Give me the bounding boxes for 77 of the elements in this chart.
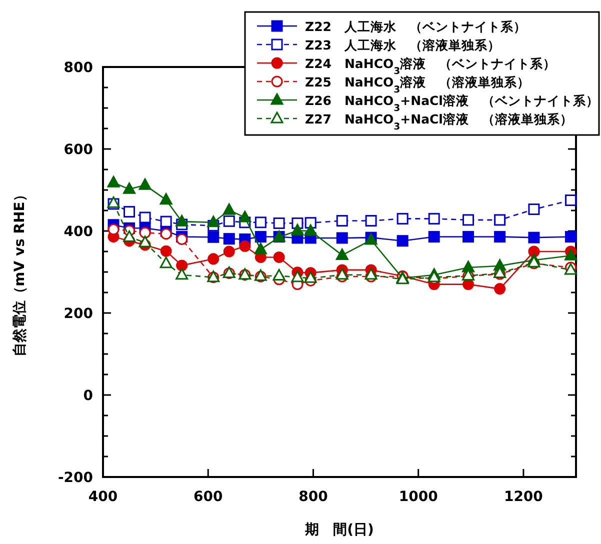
point bbox=[139, 212, 151, 224]
y-axis-title: 自然電位（mV vs RHE） bbox=[12, 188, 28, 356]
legend-label: Z22 人工海水 （ベントナイト系） bbox=[305, 19, 526, 34]
point bbox=[564, 230, 576, 242]
point bbox=[291, 270, 304, 282]
point bbox=[160, 228, 172, 240]
point bbox=[494, 214, 506, 226]
y-tick-label: 200 bbox=[64, 306, 94, 322]
y-tick-label: -200 bbox=[58, 470, 94, 486]
point bbox=[273, 251, 285, 263]
point bbox=[273, 217, 285, 229]
point bbox=[428, 212, 440, 224]
point bbox=[528, 232, 540, 244]
point bbox=[160, 193, 172, 205]
point bbox=[364, 268, 378, 280]
point bbox=[139, 226, 151, 238]
y-tick-label: 0 bbox=[83, 388, 94, 404]
point bbox=[223, 215, 235, 227]
point bbox=[462, 214, 474, 226]
point bbox=[222, 203, 236, 215]
point bbox=[223, 233, 235, 245]
point bbox=[528, 204, 540, 216]
point bbox=[254, 242, 267, 254]
legend-label: Z27 NaHCO$_{3}$+NaCl溶液 （溶液単独系） bbox=[305, 112, 573, 132]
point bbox=[208, 253, 220, 265]
legend-label: Z23 人工海水 （溶液単独系） bbox=[305, 38, 500, 52]
point bbox=[291, 224, 304, 236]
y-tick-label: 600 bbox=[64, 142, 94, 158]
x-tick-label: 1200 bbox=[504, 489, 544, 505]
x-axis-title: 期 間(日) bbox=[304, 522, 374, 538]
legend-label: Z25 NaHCO$_{3}$溶液 （溶液単独系） bbox=[305, 74, 530, 95]
point bbox=[494, 230, 506, 242]
point bbox=[176, 233, 188, 245]
point bbox=[160, 256, 172, 268]
point bbox=[123, 230, 136, 242]
x-tick-label: 800 bbox=[298, 489, 328, 505]
point bbox=[223, 246, 235, 258]
point bbox=[528, 246, 540, 258]
point bbox=[564, 248, 577, 260]
point bbox=[336, 232, 348, 244]
point bbox=[176, 268, 188, 280]
point bbox=[428, 230, 440, 242]
point bbox=[176, 214, 188, 226]
point bbox=[138, 178, 152, 190]
point bbox=[254, 230, 266, 242]
point bbox=[564, 194, 576, 206]
point bbox=[123, 182, 136, 194]
point bbox=[176, 260, 188, 272]
point bbox=[124, 206, 136, 218]
legend-label: Z24 NaHCO$_{3}$溶液 （ベントナイト系） bbox=[305, 56, 556, 76]
point bbox=[336, 215, 348, 226]
y-tick-label: 400 bbox=[64, 224, 94, 240]
point bbox=[108, 224, 120, 236]
point bbox=[462, 230, 474, 242]
point bbox=[304, 224, 317, 236]
point bbox=[107, 176, 120, 188]
point bbox=[208, 231, 220, 243]
point bbox=[304, 271, 317, 283]
point bbox=[336, 248, 348, 260]
point bbox=[239, 240, 251, 252]
x-tick-label: 1000 bbox=[398, 489, 438, 505]
point bbox=[396, 212, 408, 224]
legend-label: Z26 NaHCO$_{3}$+NaCl溶液 （ベントナイト系） bbox=[305, 93, 599, 114]
point bbox=[272, 268, 286, 280]
point bbox=[238, 210, 252, 222]
point bbox=[254, 216, 266, 228]
point bbox=[365, 215, 377, 226]
point bbox=[207, 216, 220, 228]
y-tick-label: 800 bbox=[64, 60, 94, 76]
point bbox=[494, 283, 506, 295]
x-tick-label: 400 bbox=[88, 489, 118, 505]
x-tick-label: 600 bbox=[193, 489, 223, 505]
point bbox=[160, 216, 172, 228]
point bbox=[396, 235, 408, 247]
point bbox=[336, 268, 348, 280]
point bbox=[160, 245, 172, 257]
point bbox=[138, 236, 152, 248]
